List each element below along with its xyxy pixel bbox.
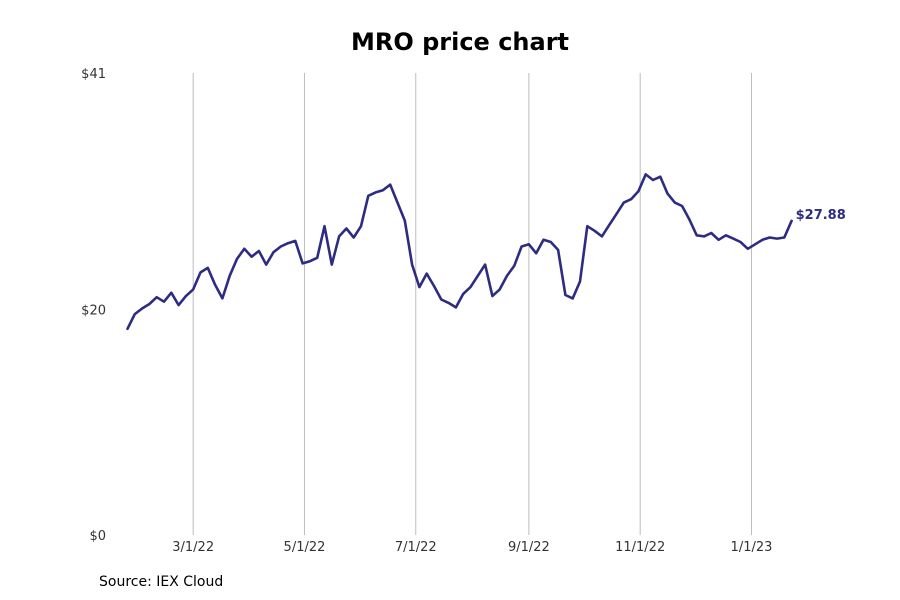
- x-tick-label: 7/1/22: [395, 540, 437, 555]
- gridlines: [192, 73, 752, 535]
- price-line: [126, 173, 793, 331]
- chart-title: MRO price chart: [350, 28, 570, 56]
- y-axis-ticks: $0 $20 $41: [81, 67, 106, 544]
- y-tick-label: $20: [81, 304, 106, 319]
- price-series: $27.88: [126, 173, 846, 331]
- y-tick-label: $0: [89, 529, 106, 544]
- y-tick-label: $41: [81, 67, 106, 82]
- x-tick-label: 9/1/22: [508, 540, 550, 555]
- x-tick-label: 5/1/22: [284, 540, 326, 555]
- x-tick-label: 11/1/22: [615, 540, 665, 555]
- x-tick-label: 1/1/23: [731, 540, 773, 555]
- x-axis-ticks: 3/1/22 5/1/22 7/1/22 9/1/22 11/1/22 1/1/23: [172, 540, 772, 555]
- source-note: Source: IEX Cloud: [99, 574, 224, 590]
- last-price-label: $27.88: [796, 208, 846, 223]
- x-tick-label: 3/1/22: [172, 540, 214, 555]
